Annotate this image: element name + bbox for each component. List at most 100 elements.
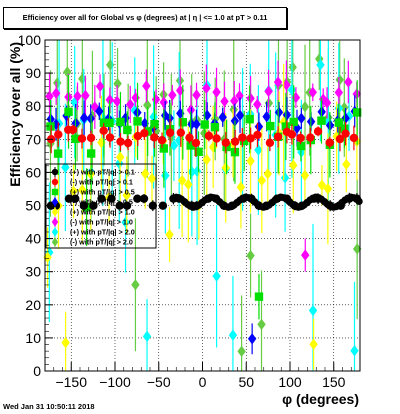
data-point [316,59,325,71]
data-point [107,194,116,203]
data-point [79,201,89,210]
data-point [99,126,108,135]
data-point [133,131,143,141]
data-point [150,133,159,142]
data-point [142,80,151,92]
data-point [168,89,177,101]
data-point [46,122,55,131]
y-tick-label: 50 [25,198,41,214]
chart-title: Efficiency over all for Global vs φ (deg… [3,7,287,29]
data-point [308,304,318,317]
data-point [212,134,221,143]
data-point [334,86,344,99]
data-point [73,90,82,102]
data-point [51,237,59,247]
data-point [309,338,318,351]
data-point [68,125,78,134]
data-point [254,144,263,156]
data-point [165,128,175,137]
data-point [342,158,351,171]
data-point [300,101,310,113]
data-point [308,86,317,98]
data-point [282,79,291,91]
data-point [45,90,54,103]
axis-ticks: 0 10 20 30 40 50 60 70 80 90 100 −150 −100 −50 0 50 100 1… [18,32,361,390]
data-point [122,189,131,202]
data-point [54,130,63,139]
data-point [177,174,187,187]
legend-label-1: (-) with pT/|q| > 0.1 [70,178,133,187]
data-point [317,179,327,191]
x-axis-label: φ (degrees) [282,391,359,407]
data-point [51,217,59,227]
legend-label-3: (-) with pT/|q| > 0.5 [70,198,133,207]
data-point [139,194,149,203]
y-tick-label: 30 [25,264,41,280]
data-point [265,138,275,148]
data-point [194,147,203,157]
data-point [322,97,332,109]
data-point [148,201,158,210]
legend-label-2: (+) with pT/|q| > 0.5 [70,188,135,197]
data-point [51,227,59,237]
data-point [185,133,194,142]
x-tick-label: −50 [147,374,171,390]
y-tick-label: 60 [25,164,41,180]
data-point [263,168,272,180]
data-point [212,86,221,98]
data-point [61,161,70,174]
data-point [142,330,152,343]
legend-label-4: (+) with pT/|q| > 1.0 [70,208,135,217]
y-tick-label: 40 [25,231,41,247]
data-point [64,107,73,116]
x-tick-label: 50 [238,374,254,390]
data-point [202,109,212,122]
data-point [140,117,149,130]
data-point [79,112,89,124]
data-point [313,127,323,136]
x-tick-label: −100 [99,374,131,390]
data-point [281,122,291,131]
data-point [105,133,115,142]
data-point [352,108,362,117]
data-point [246,155,255,167]
y-tick-label: 100 [18,32,42,48]
data-point [131,92,140,104]
x-tick-label: 100 [278,374,302,390]
data-points [43,40,363,371]
data-point [159,144,169,153]
data-point [230,95,239,107]
data-point [176,128,186,137]
data-point [220,95,229,108]
data-point [257,174,267,187]
data-point [287,130,297,139]
y-tick-label: 90 [25,65,41,81]
data-point [335,134,345,144]
data-point [323,183,333,195]
data-point [187,166,197,178]
data-point [231,137,240,146]
data-point [222,142,231,152]
data-point [200,120,209,129]
series-1 [46,118,359,158]
y-tick-label: 10 [25,330,41,346]
data-point [116,117,125,127]
data-point [289,117,298,127]
data-point [289,159,298,171]
data-point [95,105,104,117]
data-point [340,101,349,114]
data-point [131,279,140,291]
data-point [237,345,246,358]
data-point [334,118,344,127]
data-point [246,134,255,143]
data-point [246,249,255,262]
y-axis-label: Efficiency over all (%) [7,42,23,187]
data-point [212,270,221,282]
data-point [296,133,305,143]
data-point [116,137,125,146]
data-point [53,77,62,89]
data-point [105,94,115,106]
data-point [184,178,193,191]
data-point [169,139,179,152]
